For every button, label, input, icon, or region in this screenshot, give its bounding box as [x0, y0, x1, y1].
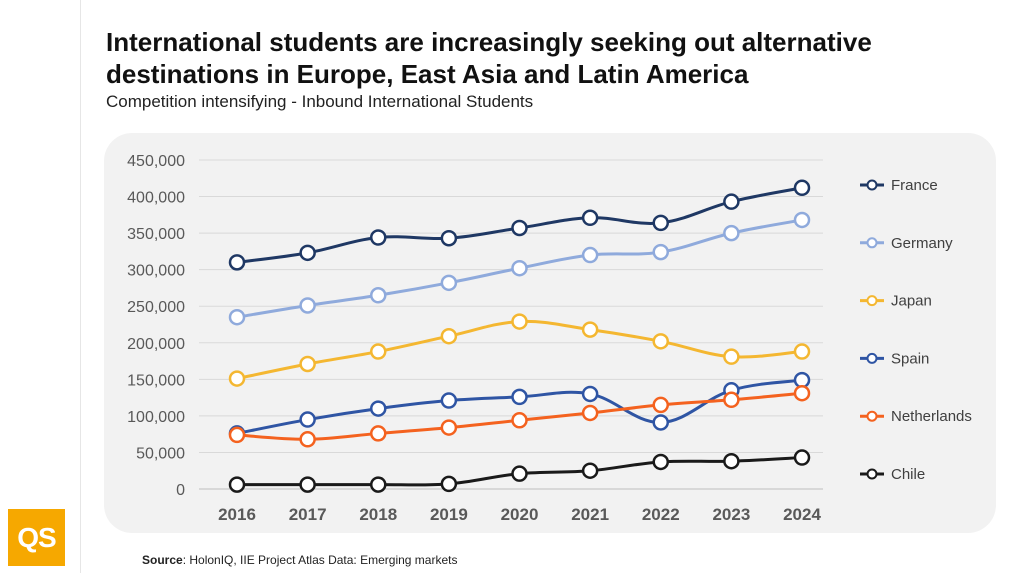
- legend-label-france: France: [891, 177, 938, 194]
- data-point-france: [299, 244, 316, 262]
- data-point-chile: [793, 449, 811, 466]
- data-point-japan: [299, 355, 316, 373]
- data-point-japan: [370, 343, 387, 360]
- data-point-chile: [370, 476, 387, 493]
- legend-marker-netherlands: [866, 410, 878, 422]
- legend-label-netherlands: Netherlands: [891, 408, 972, 425]
- data-point-chile: [723, 452, 740, 470]
- data-point-germany: [228, 308, 246, 326]
- x-tick-label: 2023: [712, 505, 750, 524]
- chart-subtitle: Competition intensifying - Inbound Inter…: [106, 92, 534, 111]
- y-tick-label: 450,000: [127, 153, 185, 170]
- legend-label-germany: Germany: [891, 235, 953, 252]
- series-line-japan: [236, 319, 803, 381]
- y-tick-label: 0: [176, 482, 185, 499]
- data-point-netherlands: [511, 412, 528, 429]
- data-point-germany: [511, 259, 528, 277]
- data-point-germany: [581, 246, 599, 264]
- data-point-france: [370, 229, 387, 246]
- data-point-spain: [440, 392, 458, 409]
- legend-marker-chile: [866, 468, 878, 480]
- source-label: Source: [142, 553, 183, 567]
- data-point-chile: [228, 476, 246, 493]
- data-point-spain: [581, 385, 599, 403]
- data-point-chile: [652, 453, 669, 471]
- data-point-netherlands: [581, 404, 599, 422]
- x-tick-label: 2019: [430, 505, 468, 524]
- y-tick-label: 300,000: [127, 263, 185, 280]
- data-point-japan: [723, 348, 740, 365]
- page-title: International students are increasingly …: [106, 27, 872, 89]
- data-point-france: [652, 214, 669, 232]
- left-divider: [80, 0, 81, 573]
- data-point-germany: [370, 287, 387, 304]
- legend-marker-france: [866, 179, 878, 191]
- data-point-france: [440, 229, 458, 247]
- y-tick-label: 400,000: [127, 190, 185, 207]
- y-tick-label: 350,000: [127, 226, 185, 243]
- data-point-spain: [793, 371, 811, 389]
- data-point-germany: [793, 211, 811, 229]
- data-point-japan: [228, 370, 246, 387]
- data-point-france: [581, 209, 599, 227]
- chart-card: [104, 133, 996, 533]
- data-point-germany: [440, 274, 458, 292]
- data-point-france: [511, 219, 528, 237]
- source-note: Source: HolonIQ, IIE Project Atlas Data:…: [142, 553, 457, 567]
- data-point-spain: [370, 400, 387, 417]
- data-point-spain: [652, 414, 669, 431]
- data-point-netherlands: [652, 396, 669, 414]
- data-point-japan: [440, 327, 458, 345]
- data-point-netherlands: [723, 391, 740, 409]
- x-tick-label: 2021: [571, 505, 609, 524]
- data-point-chile: [581, 462, 599, 479]
- x-tick-label: 2022: [642, 505, 680, 524]
- y-tick-label: 100,000: [127, 409, 185, 426]
- data-point-germany: [723, 224, 740, 242]
- source-text: : HolonIQ, IIE Project Atlas Data: Emerg…: [182, 553, 458, 567]
- legend-label-chile: Chile: [891, 466, 925, 483]
- y-tick-label: 50,000: [136, 445, 185, 462]
- legend-marker-spain: [866, 352, 878, 364]
- data-point-chile: [511, 465, 528, 482]
- data-point-chile: [440, 475, 458, 493]
- data-point-germany: [652, 243, 669, 261]
- data-point-chile: [299, 476, 316, 493]
- y-tick-label: 150,000: [127, 372, 185, 389]
- data-point-spain: [511, 388, 528, 406]
- data-point-japan: [793, 343, 811, 360]
- x-tick-label: 2017: [289, 505, 327, 524]
- data-point-france: [723, 193, 740, 210]
- data-point-japan: [581, 321, 599, 338]
- data-point-france: [228, 254, 246, 271]
- x-tick-label: 2016: [218, 505, 256, 524]
- data-point-netherlands: [299, 431, 316, 448]
- data-point-netherlands: [228, 426, 246, 444]
- legend-marker-germany: [866, 237, 878, 249]
- data-point-france: [793, 179, 811, 197]
- data-point-netherlands: [793, 384, 811, 402]
- data-point-japan: [511, 313, 528, 330]
- x-tick-label: 2018: [359, 505, 397, 524]
- data-point-netherlands: [370, 425, 387, 442]
- x-tick-label: 2024: [783, 505, 821, 524]
- data-point-germany: [299, 297, 316, 314]
- data-point-spain: [299, 411, 316, 428]
- legend-label-japan: Japan: [891, 293, 932, 310]
- legend-label-spain: Spain: [891, 350, 929, 367]
- legend-marker-japan: [866, 295, 878, 307]
- qs-logo: QS: [8, 509, 65, 566]
- y-tick-label: 200,000: [127, 336, 185, 353]
- data-point-japan: [652, 333, 669, 350]
- y-tick-label: 250,000: [127, 299, 185, 316]
- data-point-netherlands: [440, 419, 458, 436]
- x-tick-label: 2020: [501, 505, 539, 524]
